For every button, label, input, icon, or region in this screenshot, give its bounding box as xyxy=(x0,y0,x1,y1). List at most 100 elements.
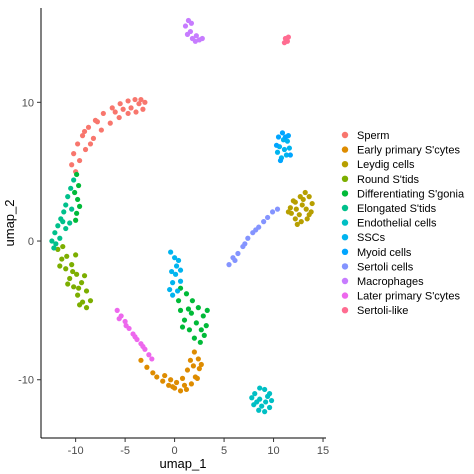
point-1-1 xyxy=(160,378,166,384)
point-9-0 xyxy=(226,262,232,268)
legend-label-5: Elongated S'tids xyxy=(357,203,437,215)
point-5-7 xyxy=(68,185,74,191)
point-2-0 xyxy=(287,205,293,211)
point-3-4 xyxy=(71,284,77,290)
point-3-7 xyxy=(83,305,90,311)
point-8-6 xyxy=(277,157,284,164)
point-9-7 xyxy=(261,219,267,225)
point-11-9 xyxy=(149,356,155,362)
x-tick-label-5: 15 xyxy=(317,445,329,457)
point-1-14 xyxy=(173,379,180,386)
legend-label-2: Leydig cells xyxy=(357,159,415,171)
point-5-2 xyxy=(55,223,61,229)
point-7-9 xyxy=(177,267,184,273)
point-4-17 xyxy=(74,210,80,216)
legend-label-9: Sertoli cells xyxy=(357,261,414,273)
point-11-8 xyxy=(146,352,152,358)
point-1-0 xyxy=(154,374,160,380)
point-3-2 xyxy=(63,266,69,272)
point-3-17 xyxy=(65,281,71,287)
legend-label-6: Endothelial cells xyxy=(357,218,437,230)
point-0-8 xyxy=(117,101,123,107)
point-4-18 xyxy=(75,196,81,203)
point-7-11 xyxy=(169,268,175,275)
legend-key-5 xyxy=(341,204,349,212)
legend-key-10 xyxy=(341,277,349,285)
legend-key-11 xyxy=(341,292,349,299)
point-1-5 xyxy=(183,386,190,393)
point-2-5 xyxy=(309,200,315,207)
point-3-20 xyxy=(70,268,76,275)
point-3-21 xyxy=(76,285,82,291)
x-tick-label-0: -10 xyxy=(68,445,84,457)
point-7-10 xyxy=(175,257,182,264)
x-tick-label-3: 5 xyxy=(221,445,227,457)
y-axis-title: umap_2 xyxy=(2,200,17,247)
point-6-1 xyxy=(257,385,263,391)
point-8-3 xyxy=(287,152,293,158)
point-0-26 xyxy=(128,105,134,111)
legend: Sperm Early primary S'cytes Leydig cells Ro… xyxy=(341,130,465,317)
legend-key-2 xyxy=(341,161,349,168)
point-3-16 xyxy=(76,302,83,308)
point-4-2 xyxy=(189,298,196,304)
legend-key-3 xyxy=(341,175,349,182)
point-5-1 xyxy=(52,230,58,236)
point-3-13 xyxy=(64,253,70,259)
point-6-12 xyxy=(259,403,265,409)
legend-label-4: Differentiating S'gonia xyxy=(357,188,465,200)
legend-label-1: Early primary S'cytes xyxy=(357,145,460,157)
point-1-2 xyxy=(166,382,172,388)
legend-key-1 xyxy=(341,146,349,153)
point-6-14 xyxy=(265,393,271,399)
point-0-27 xyxy=(136,101,142,107)
point-7-3 xyxy=(172,271,179,277)
point-2-18 xyxy=(294,221,300,227)
point-10-7 xyxy=(199,35,205,42)
point-2-16 xyxy=(290,198,296,204)
point-5-8 xyxy=(71,177,77,183)
point-6-9 xyxy=(249,395,255,401)
point-0-14 xyxy=(133,109,139,115)
point-10-8 xyxy=(184,31,191,37)
point-6-0 xyxy=(252,391,258,397)
point-4-21 xyxy=(72,189,78,196)
point-7-5 xyxy=(167,286,173,293)
point-2-8 xyxy=(298,219,304,225)
point-5-6 xyxy=(65,194,71,200)
point-4-3 xyxy=(195,305,201,311)
legend-key-7 xyxy=(341,234,349,241)
legend-label-8: Myoid cells xyxy=(357,247,412,259)
point-2-13 xyxy=(303,206,309,212)
point-9-11 xyxy=(253,227,259,233)
point-0-11 xyxy=(138,96,144,103)
point-11-2 xyxy=(122,318,128,325)
point-0-1 xyxy=(71,151,77,157)
point-3-12 xyxy=(69,262,75,268)
x-tick-label-1: -5 xyxy=(120,445,130,457)
point-7-6 xyxy=(170,292,176,298)
point-4-24 xyxy=(204,307,210,313)
point-3-14 xyxy=(60,243,66,250)
point-3-0 xyxy=(55,246,61,252)
point-7-2 xyxy=(173,263,180,269)
point-5-5 xyxy=(63,202,69,208)
point-2-12 xyxy=(299,202,305,208)
point-0-6 xyxy=(100,110,106,117)
point-0-25 xyxy=(112,109,118,115)
point-5-10 xyxy=(63,225,69,232)
point-2-17 xyxy=(306,212,312,218)
legend-label-0: Sperm xyxy=(357,130,389,142)
point-4-11 xyxy=(177,307,184,313)
point-5-14 xyxy=(60,219,66,225)
legend-label-12: Sertoli-like xyxy=(357,305,408,317)
point-1-15 xyxy=(168,377,174,383)
x-ticks: -10 -5 0 5 10 15 xyxy=(68,438,329,457)
x-tick-label-2: 0 xyxy=(172,445,178,457)
point-7-8 xyxy=(177,278,184,284)
point-4-25 xyxy=(179,324,186,330)
legend-label-11: Later primary S'cytes xyxy=(357,291,460,303)
point-1-22 xyxy=(170,384,176,390)
point-7-7 xyxy=(174,288,181,294)
point-0-19 xyxy=(90,135,97,141)
